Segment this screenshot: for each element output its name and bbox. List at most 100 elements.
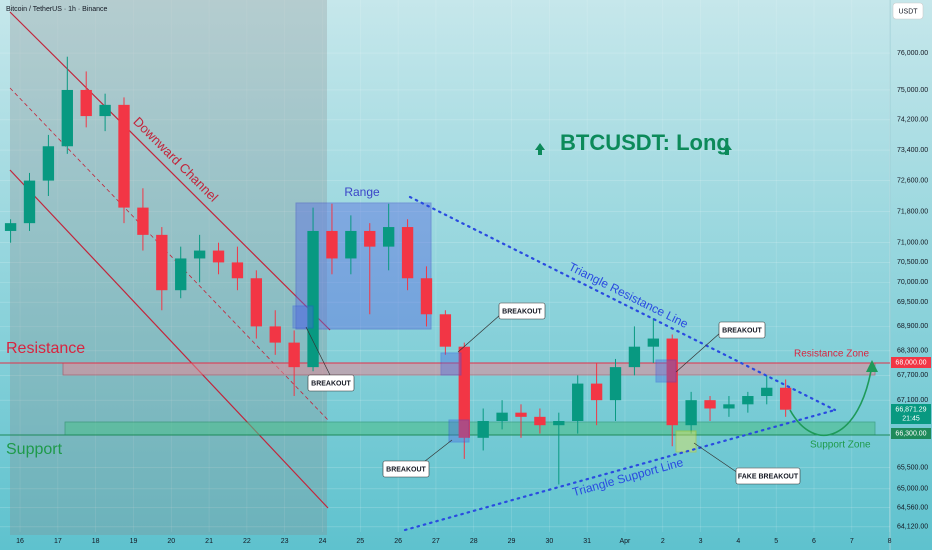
callout-box xyxy=(307,374,355,392)
candle-body xyxy=(193,250,206,259)
x-tick-label: 29 xyxy=(508,538,516,545)
candle-body xyxy=(118,104,130,208)
candle-body xyxy=(628,346,641,368)
up-arrow-icon xyxy=(722,143,732,155)
y-tick-label: 69,500.00 xyxy=(897,299,928,306)
x-tick-label: 3 xyxy=(699,538,703,545)
x-axis: 16 17 18 19 20 21 22 23 24 25 26 27 28 29 30 31 Apr 2 3 4 5 6… xyxy=(16,538,892,545)
connector xyxy=(305,326,331,376)
breakout-label: BREAKOUT xyxy=(386,466,426,473)
callout-box xyxy=(718,321,766,339)
breakout-square xyxy=(292,305,314,329)
x-tick-label: 27 xyxy=(432,538,440,545)
candle-body xyxy=(477,421,489,438)
y-tick-label: 74,200.00 xyxy=(897,117,928,124)
x-tick-label: 17 xyxy=(54,538,62,545)
y-tick-label: 71,000.00 xyxy=(897,240,928,247)
y-tick-label: 65,500.00 xyxy=(897,464,928,471)
candle-body xyxy=(439,314,452,347)
breakout-label: BREAKOUT xyxy=(311,380,351,387)
candle-body xyxy=(137,207,149,235)
candle-body xyxy=(609,367,622,401)
y-tick-label: 64,560.00 xyxy=(897,505,928,512)
x-tick-label: 8 xyxy=(888,538,892,545)
last-price: 66,871.29 xyxy=(895,406,926,413)
candle-body xyxy=(553,421,565,426)
connector xyxy=(457,314,501,353)
resistance-price: 68,000.00 xyxy=(895,360,926,367)
breakout-square xyxy=(655,359,677,383)
y-tick-label: 65,000.00 xyxy=(897,486,928,493)
y-tick-label: 67,700.00 xyxy=(897,372,928,379)
y-tick-label: 64,120.00 xyxy=(897,524,928,531)
triangle-support xyxy=(403,408,837,532)
candle-body xyxy=(212,250,225,263)
x-tick-label: 23 xyxy=(281,538,289,545)
candle-body xyxy=(742,396,754,405)
candle-body xyxy=(175,258,187,291)
x-tick-label: 4 xyxy=(736,538,740,545)
candle-body xyxy=(401,227,414,279)
y-tick-label: 68,300.00 xyxy=(897,348,928,355)
candle-body xyxy=(420,278,433,315)
candle-body xyxy=(779,387,792,410)
candle-body xyxy=(666,338,678,426)
connector xyxy=(693,442,739,474)
x-tick-label: 2 xyxy=(661,538,665,545)
candle-body xyxy=(647,338,659,347)
grid xyxy=(0,0,890,532)
candle-body xyxy=(288,342,300,368)
y-tick-label: 76,000.00 xyxy=(897,50,928,57)
x-tick-label: 31 xyxy=(583,538,591,545)
y-tick-label: 67,100.00 xyxy=(897,397,928,404)
candle-body xyxy=(61,89,73,147)
breakout-square xyxy=(448,419,470,443)
x-tick-label: 20 xyxy=(167,538,175,545)
price-tag xyxy=(891,357,931,368)
channel-lower xyxy=(9,169,329,509)
channel-upper xyxy=(9,11,331,331)
candle-body xyxy=(590,383,603,401)
price-tag xyxy=(891,428,931,439)
resistance-zone-label: Resistance Zone xyxy=(794,349,869,360)
candle-body xyxy=(345,230,357,259)
x-tick-label: 7 xyxy=(850,538,854,545)
candle-body xyxy=(4,223,17,231)
y-tick-label: 75,000.00 xyxy=(897,87,928,94)
candle-body xyxy=(534,416,546,426)
x-tick-label: Apr xyxy=(620,538,632,545)
support-zone xyxy=(64,421,876,436)
candle-body xyxy=(458,346,470,438)
candle-body xyxy=(231,262,244,279)
candles xyxy=(4,56,792,485)
candle-body xyxy=(250,278,263,327)
symbol-title: Bitcoin / TetherUS · 1h · Binance xyxy=(6,6,108,13)
currency-box xyxy=(892,2,924,20)
callout-box xyxy=(735,467,801,485)
callout-box xyxy=(498,302,546,320)
candle-body xyxy=(723,404,735,409)
breakout-square xyxy=(440,352,462,376)
countdown: 21:45 xyxy=(902,415,920,422)
candle-body xyxy=(704,400,716,409)
candle-body xyxy=(23,180,36,224)
candle-body xyxy=(156,234,168,291)
callout-box xyxy=(382,460,430,478)
candle-body xyxy=(572,383,584,422)
support-label: Support xyxy=(6,441,63,458)
candle-body xyxy=(99,104,111,117)
x-tick-label: 5 xyxy=(774,538,778,545)
y-tick-label: 70,000.00 xyxy=(897,279,928,286)
x-tick-label: 30 xyxy=(545,538,553,545)
y-tick-label: 72,600.00 xyxy=(897,177,928,184)
triangle-resistance xyxy=(408,195,837,412)
y-tick-label: 71,800.00 xyxy=(897,208,928,215)
x-tick-label: 24 xyxy=(319,538,327,545)
x-tick-label: 28 xyxy=(470,538,478,545)
x-tick-label: 6 xyxy=(812,538,816,545)
y-tick-label: 70,500.00 xyxy=(897,259,928,266)
x-tick-label: 26 xyxy=(394,538,402,545)
resistance-label: Resistance xyxy=(6,340,85,357)
